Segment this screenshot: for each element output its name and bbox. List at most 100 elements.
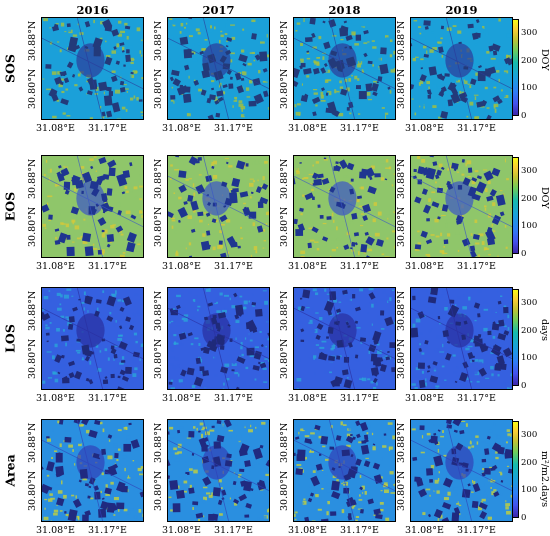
x-tick-label: 31.17°E: [88, 123, 127, 134]
map-area-2018: [293, 419, 396, 522]
y-tick-label: 30.80°N: [279, 69, 290, 109]
y-tick-label: 30.80°N: [27, 69, 38, 109]
colorbar-tick-label: 100: [521, 221, 537, 231]
map-los-2016: [41, 287, 144, 390]
colorbar-tick-label: 200: [521, 458, 537, 468]
y-tick-label: 30.80°N: [27, 207, 38, 247]
map-raster: [42, 420, 143, 521]
y-tick-label: 30.80°N: [279, 339, 290, 379]
y-tick-label: 30.88°N: [153, 291, 164, 331]
x-tick-label: 31.08°E: [162, 393, 201, 404]
x-tick-label: 31.08°E: [288, 525, 327, 536]
map-raster: [411, 156, 512, 257]
colorbar-tick-label: 200: [521, 194, 537, 204]
map-raster: [168, 18, 269, 119]
y-tick-label: 30.88°N: [153, 21, 164, 61]
x-tick-label: 31.08°E: [288, 393, 327, 404]
x-tick-label: 31.17°E: [457, 261, 496, 272]
y-tick-label: 30.80°N: [396, 471, 407, 511]
x-tick-label: 31.17°E: [340, 393, 379, 404]
x-tick-label: 31.08°E: [162, 123, 201, 134]
x-tick-label: 31.17°E: [88, 525, 127, 536]
x-tick-label: 31.08°E: [36, 393, 75, 404]
map-raster: [168, 156, 269, 257]
x-tick-label: 31.17°E: [214, 525, 253, 536]
map-eos-2018: [293, 155, 396, 258]
map-area-2017: [167, 419, 270, 522]
row-label-sos: SOS: [3, 38, 18, 98]
y-tick-label: 30.80°N: [153, 471, 164, 511]
row-label-area: Area: [3, 440, 18, 500]
x-tick-label: 31.08°E: [36, 525, 75, 536]
row-label-eos: EOS: [3, 176, 18, 236]
y-tick-label: 30.88°N: [279, 21, 290, 61]
x-tick-label: 31.08°E: [36, 261, 75, 272]
colorbar-unit-label: days: [539, 319, 550, 341]
y-tick-label: 30.80°N: [279, 471, 290, 511]
x-tick-label: 31.17°E: [340, 525, 379, 536]
colorbar-tick-label: 200: [521, 326, 537, 336]
colorbar-tick-label: 100: [521, 353, 537, 363]
colorbar-tick-label: 100: [521, 83, 537, 93]
x-tick-label: 31.08°E: [405, 261, 444, 272]
colorbar-tick-label: 0: [521, 381, 526, 391]
map-los-2017: [167, 287, 270, 390]
map-raster: [411, 420, 512, 521]
x-tick-label: 31.08°E: [36, 123, 75, 134]
colorbar-area: [512, 421, 519, 518]
y-tick-label: 30.80°N: [153, 339, 164, 379]
y-tick-label: 30.88°N: [279, 423, 290, 463]
map-raster: [294, 156, 395, 257]
y-tick-label: 30.88°N: [396, 423, 407, 463]
x-tick-label: 31.08°E: [405, 393, 444, 404]
x-tick-label: 31.17°E: [340, 123, 379, 134]
y-tick-label: 30.88°N: [396, 159, 407, 199]
map-raster: [42, 156, 143, 257]
x-tick-label: 31.08°E: [162, 261, 201, 272]
column-title-2018: 2018: [305, 3, 385, 17]
x-tick-label: 31.08°E: [288, 123, 327, 134]
x-tick-label: 31.17°E: [457, 525, 496, 536]
column-title-2017: 2017: [179, 3, 259, 17]
y-tick-label: 30.88°N: [279, 159, 290, 199]
colorbar-tick-label: 300: [521, 298, 537, 308]
colorbar-los: [512, 289, 519, 386]
map-raster: [411, 288, 512, 389]
y-tick-label: 30.88°N: [396, 291, 407, 331]
map-raster: [294, 420, 395, 521]
colorbar-tick-label: 300: [521, 166, 537, 176]
y-tick-label: 30.80°N: [153, 69, 164, 109]
y-tick-label: 30.80°N: [27, 471, 38, 511]
map-raster: [42, 18, 143, 119]
colorbar-unit-label: DOY: [539, 49, 550, 71]
y-tick-label: 30.88°N: [279, 291, 290, 331]
y-tick-label: 30.88°N: [27, 21, 38, 61]
x-tick-label: 31.08°E: [405, 525, 444, 536]
map-area-2019: [410, 419, 513, 522]
x-tick-label: 31.08°E: [162, 525, 201, 536]
colorbar-tick-label: 300: [521, 430, 537, 440]
y-tick-label: 30.88°N: [153, 159, 164, 199]
colorbar-tick-label: 0: [521, 249, 526, 259]
x-tick-label: 31.17°E: [340, 261, 379, 272]
x-tick-label: 31.08°E: [405, 123, 444, 134]
y-tick-label: 30.80°N: [279, 207, 290, 247]
colorbar-tick-label: 300: [521, 28, 537, 38]
x-tick-label: 31.17°E: [214, 261, 253, 272]
map-sos-2019: [410, 17, 513, 120]
map-raster: [42, 288, 143, 389]
x-tick-label: 31.17°E: [214, 393, 253, 404]
map-los-2018: [293, 287, 396, 390]
x-tick-label: 31.17°E: [457, 123, 496, 134]
x-tick-label: 31.08°E: [288, 261, 327, 272]
y-tick-label: 30.88°N: [27, 159, 38, 199]
map-raster: [294, 18, 395, 119]
map-los-2019: [410, 287, 513, 390]
map-eos-2016: [41, 155, 144, 258]
map-eos-2017: [167, 155, 270, 258]
y-tick-label: 30.80°N: [396, 339, 407, 379]
y-tick-label: 30.80°N: [396, 69, 407, 109]
map-area-2016: [41, 419, 144, 522]
row-label-los: LOS: [3, 308, 18, 368]
map-sos-2017: [167, 17, 270, 120]
